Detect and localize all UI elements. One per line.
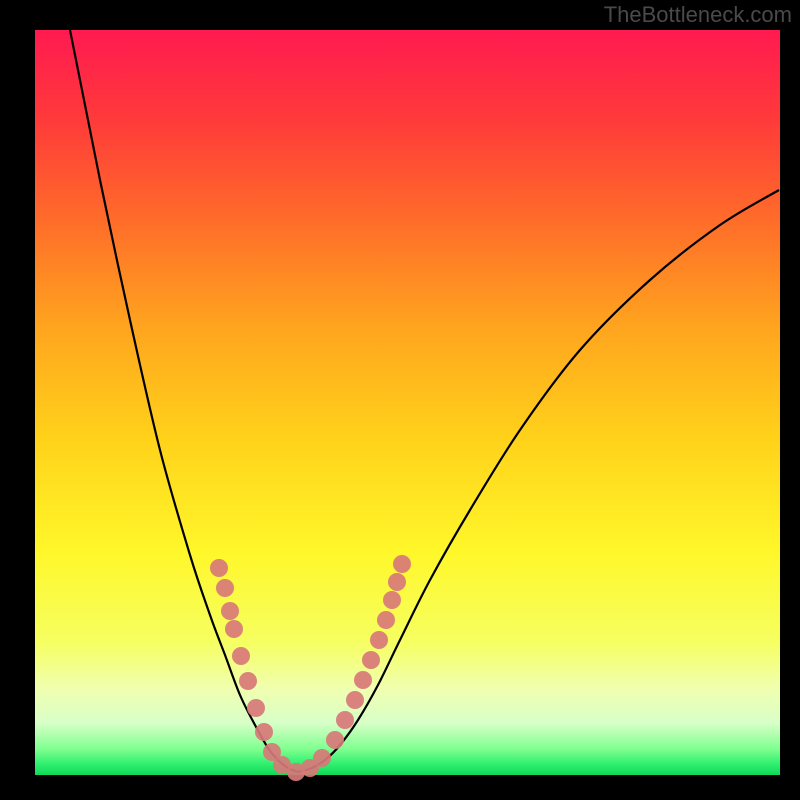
data-marker [354,671,372,689]
data-marker [221,602,239,620]
data-marker [239,672,257,690]
data-marker [255,723,273,741]
data-marker [210,559,228,577]
data-marker [336,711,354,729]
data-marker [370,631,388,649]
gradient-background [35,30,780,775]
data-marker [346,691,364,709]
data-marker [377,611,395,629]
data-marker [232,647,250,665]
data-marker [362,651,380,669]
data-marker [247,699,265,717]
data-marker [225,620,243,638]
data-marker [393,555,411,573]
bottleneck-chart [0,0,800,800]
data-marker [326,731,344,749]
chart-root: TheBottleneck.com [0,0,800,800]
data-marker [313,749,331,767]
data-marker [216,579,234,597]
data-marker [388,573,406,591]
data-marker [383,591,401,609]
